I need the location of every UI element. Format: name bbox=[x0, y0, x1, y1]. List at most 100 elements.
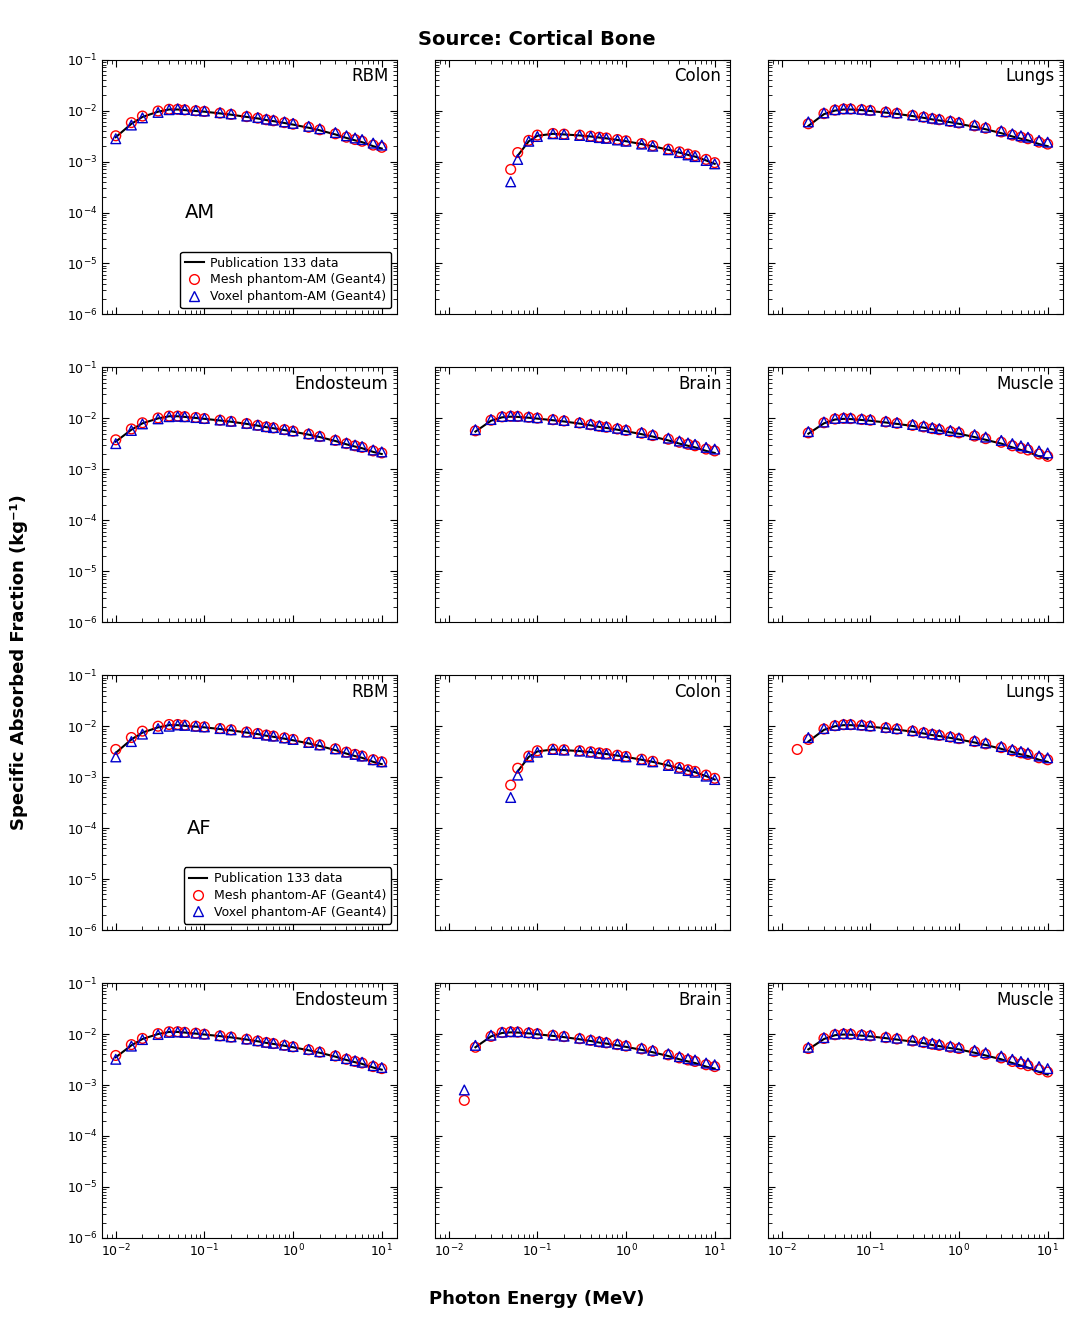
Voxel phantom-AF (Geant4) bbox=[598, 1031, 615, 1053]
Mesh phantom-AF (Geant4) bbox=[697, 1054, 714, 1075]
Voxel phantom-AM (Geant4) bbox=[591, 127, 608, 148]
Publication 133 data bbox=[522, 1026, 535, 1042]
Publication 133 data bbox=[136, 416, 149, 432]
Publication 133 data bbox=[817, 106, 830, 122]
Mesh phantom-AF (Geant4) bbox=[187, 715, 204, 736]
Publication 133 data bbox=[917, 110, 930, 126]
Mesh phantom-AM (Geant4) bbox=[169, 99, 186, 120]
Text: Muscle: Muscle bbox=[997, 375, 1055, 393]
Publication 133 data bbox=[511, 148, 524, 164]
Publication 133 data bbox=[329, 127, 342, 143]
Mesh phantom-AF (Geant4) bbox=[591, 743, 608, 764]
Publication 133 data bbox=[531, 1026, 543, 1042]
Voxel phantom-AF (Geant4) bbox=[591, 743, 608, 764]
Publication 133 data bbox=[189, 1026, 202, 1042]
Mesh phantom-AF (Geant4) bbox=[686, 1051, 703, 1072]
Voxel phantom-AF (Geant4) bbox=[528, 1023, 546, 1045]
Publication 133 data bbox=[198, 103, 211, 119]
Publication 133 data bbox=[611, 1038, 624, 1054]
Publication 133 data bbox=[708, 1061, 721, 1076]
Mesh phantom-AM (Geant4) bbox=[680, 143, 697, 164]
Mesh phantom-AM (Geant4) bbox=[826, 99, 843, 120]
Text: Source: Cortical Bone: Source: Cortical Bone bbox=[418, 30, 656, 49]
Mesh phantom-AM (Geant4) bbox=[1030, 131, 1047, 152]
Mesh phantom-AF (Geant4) bbox=[966, 731, 983, 752]
Publication 133 data bbox=[688, 1055, 701, 1071]
Mesh phantom-AM (Geant4) bbox=[176, 99, 193, 120]
Publication 133 data bbox=[1006, 744, 1019, 760]
Voxel phantom-AM (Geant4) bbox=[169, 405, 186, 426]
Publication 133 data bbox=[198, 719, 211, 735]
Publication 133 data bbox=[828, 1027, 841, 1043]
Mesh phantom-AM (Geant4) bbox=[834, 408, 852, 429]
Publication 133 data bbox=[214, 413, 227, 429]
Voxel phantom-AM (Geant4) bbox=[555, 410, 572, 432]
Mesh phantom-AF (Geant4) bbox=[555, 739, 572, 760]
Mesh phantom-AF (Geant4) bbox=[502, 775, 519, 796]
Publication 133 data bbox=[1006, 128, 1019, 144]
Mesh phantom-AM (Geant4) bbox=[285, 421, 302, 442]
Mesh phantom-AF (Geant4) bbox=[285, 728, 302, 749]
Voxel phantom-AM (Geant4) bbox=[877, 410, 895, 432]
Publication 133 data bbox=[189, 719, 202, 735]
Publication 133 data bbox=[863, 1029, 876, 1045]
Mesh phantom-AM (Geant4) bbox=[265, 110, 282, 131]
Publication 133 data bbox=[1032, 1064, 1045, 1080]
Publication 133 data bbox=[968, 1045, 981, 1061]
Mesh phantom-AF (Geant4) bbox=[134, 720, 151, 741]
Voxel phantom-AF (Geant4) bbox=[686, 1050, 703, 1071]
Voxel phantom-AF (Geant4) bbox=[258, 1031, 275, 1053]
Publication 133 data bbox=[890, 416, 903, 432]
Publication 133 data bbox=[837, 102, 850, 118]
Mesh phantom-AF (Geant4) bbox=[853, 715, 870, 736]
Mesh phantom-AF (Geant4) bbox=[598, 743, 615, 764]
Mesh phantom-AM (Geant4) bbox=[609, 418, 626, 440]
Mesh phantom-AF (Geant4) bbox=[176, 1022, 193, 1043]
Voxel phantom-AF (Geant4) bbox=[520, 747, 537, 768]
Voxel phantom-AF (Geant4) bbox=[1004, 1049, 1021, 1070]
Mesh phantom-AF (Geant4) bbox=[1004, 740, 1021, 761]
Voxel phantom-AM (Geant4) bbox=[950, 111, 968, 132]
Publication 133 data bbox=[688, 440, 701, 455]
Voxel phantom-AF (Geant4) bbox=[877, 1026, 895, 1047]
Mesh phantom-AM (Geant4) bbox=[950, 422, 968, 444]
Mesh phantom-AM (Geant4) bbox=[373, 442, 390, 463]
Mesh phantom-AM (Geant4) bbox=[311, 119, 329, 140]
Voxel phantom-AF (Geant4) bbox=[160, 1022, 177, 1043]
Mesh phantom-AM (Geant4) bbox=[1004, 436, 1021, 457]
Voxel phantom-AM (Geant4) bbox=[249, 414, 266, 436]
Voxel phantom-AF (Geant4) bbox=[169, 1021, 186, 1042]
Mesh phantom-AF (Geant4) bbox=[265, 726, 282, 747]
Publication 133 data bbox=[171, 408, 184, 424]
Publication 133 data bbox=[828, 718, 841, 733]
Publication 133 data bbox=[251, 110, 264, 126]
Publication 133 data bbox=[662, 1049, 674, 1064]
Publication 133 data bbox=[611, 422, 624, 438]
Voxel phantom-AF (Geant4) bbox=[285, 1035, 302, 1057]
Mesh phantom-AF (Geant4) bbox=[697, 764, 714, 785]
Voxel phantom-AM (Geant4) bbox=[176, 99, 193, 120]
Publication 133 data bbox=[349, 438, 362, 454]
Voxel phantom-AF (Geant4) bbox=[107, 1049, 125, 1070]
Text: Brain: Brain bbox=[678, 990, 722, 1009]
Line: Publication 133 data: Publication 133 data bbox=[809, 418, 1047, 459]
Voxel phantom-AM (Geant4) bbox=[482, 409, 499, 430]
Publication 133 data bbox=[593, 130, 606, 146]
Voxel phantom-AF (Geant4) bbox=[950, 727, 968, 748]
Mesh phantom-AM (Geant4) bbox=[107, 429, 125, 450]
Voxel phantom-AF (Geant4) bbox=[311, 1041, 329, 1062]
Voxel phantom-AM (Geant4) bbox=[528, 126, 546, 147]
Mesh phantom-AF (Geant4) bbox=[258, 724, 275, 745]
Mesh phantom-AM (Geant4) bbox=[931, 109, 948, 130]
Mesh phantom-AF (Geant4) bbox=[353, 745, 371, 767]
Text: Photon Energy (MeV): Photon Energy (MeV) bbox=[430, 1290, 644, 1308]
Publication 133 data bbox=[198, 1026, 211, 1042]
Publication 133 data bbox=[511, 1025, 524, 1041]
Voxel phantom-AF (Geant4) bbox=[373, 751, 390, 772]
Mesh phantom-AF (Geant4) bbox=[1039, 1062, 1056, 1083]
Mesh phantom-AF (Geant4) bbox=[347, 1051, 364, 1072]
Publication 133 data bbox=[511, 409, 524, 425]
Voxel phantom-AM (Geant4) bbox=[834, 98, 852, 119]
Voxel phantom-AF (Geant4) bbox=[467, 1035, 484, 1057]
Publication 133 data bbox=[647, 753, 659, 769]
